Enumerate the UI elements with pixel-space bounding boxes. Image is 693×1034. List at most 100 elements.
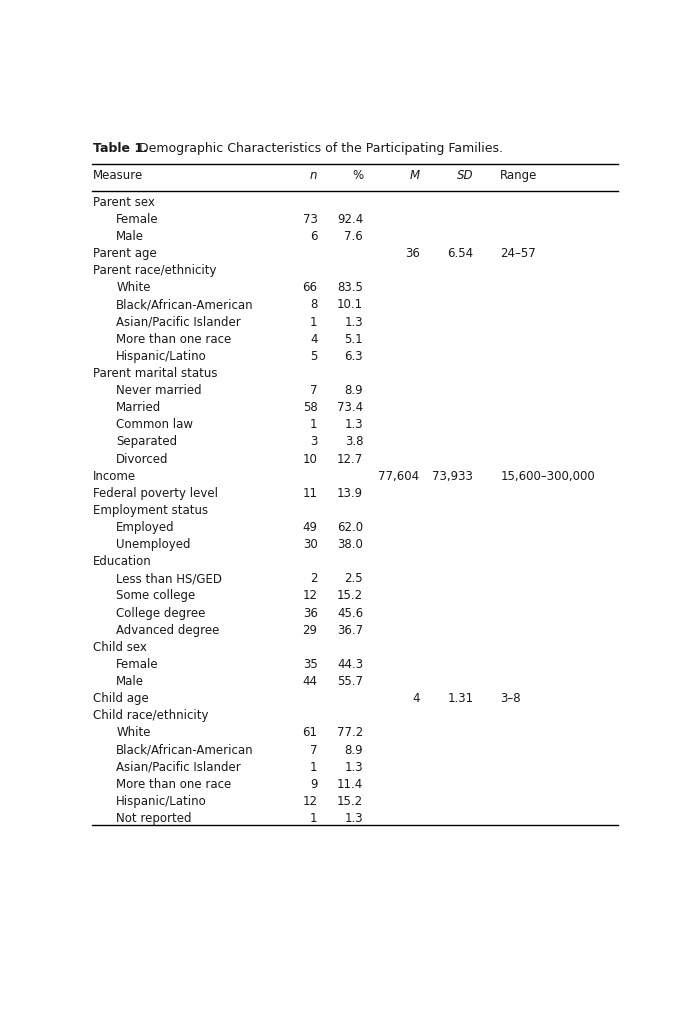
Text: Unemployed: Unemployed: [116, 538, 191, 551]
Text: 36: 36: [303, 607, 317, 619]
Text: Asian/Pacific Islander: Asian/Pacific Islander: [116, 315, 241, 329]
Text: 55.7: 55.7: [337, 675, 363, 688]
Text: 61: 61: [303, 727, 317, 739]
Text: 77.2: 77.2: [337, 727, 363, 739]
Text: Male: Male: [116, 675, 144, 688]
Text: Divorced: Divorced: [116, 453, 168, 465]
Text: 12: 12: [303, 589, 317, 603]
Text: Asian/Pacific Islander: Asian/Pacific Islander: [116, 761, 241, 773]
Text: Table 1.: Table 1.: [93, 142, 148, 155]
Text: 77,604: 77,604: [378, 469, 420, 483]
Text: Hispanic/Latino: Hispanic/Latino: [116, 795, 207, 808]
Text: 2.5: 2.5: [344, 573, 363, 585]
Text: Child age: Child age: [93, 692, 149, 705]
Text: 36.7: 36.7: [337, 624, 363, 637]
Text: 4: 4: [310, 333, 317, 345]
Text: Black/African-American: Black/African-American: [116, 299, 254, 311]
Text: Federal poverty level: Federal poverty level: [93, 487, 218, 499]
Text: 1: 1: [310, 812, 317, 825]
Text: 92.4: 92.4: [337, 213, 363, 225]
Text: 11: 11: [303, 487, 317, 499]
Text: 66: 66: [303, 281, 317, 295]
Text: 12: 12: [303, 795, 317, 808]
Text: Some college: Some college: [116, 589, 195, 603]
Text: 5.1: 5.1: [344, 333, 363, 345]
Text: 3: 3: [310, 435, 317, 449]
Text: 15.2: 15.2: [337, 589, 363, 603]
Text: Child race/ethnicity: Child race/ethnicity: [93, 709, 209, 723]
Text: 2: 2: [310, 573, 317, 585]
Text: 3.8: 3.8: [344, 435, 363, 449]
Text: White: White: [116, 281, 150, 295]
Text: Common law: Common law: [116, 419, 193, 431]
Text: n: n: [310, 169, 317, 182]
Text: Never married: Never married: [116, 384, 202, 397]
Text: 29: 29: [303, 624, 317, 637]
Text: Employment status: Employment status: [93, 504, 208, 517]
Text: 1: 1: [310, 315, 317, 329]
Text: 58: 58: [303, 401, 317, 415]
Text: SD: SD: [457, 169, 473, 182]
Text: 1: 1: [310, 761, 317, 773]
Text: 73,933: 73,933: [432, 469, 473, 483]
Text: More than one race: More than one race: [116, 333, 231, 345]
Text: Advanced degree: Advanced degree: [116, 624, 220, 637]
Text: Parent sex: Parent sex: [93, 195, 155, 209]
Text: Married: Married: [116, 401, 161, 415]
Text: %: %: [352, 169, 363, 182]
Text: 1.3: 1.3: [344, 315, 363, 329]
Text: Income: Income: [93, 469, 137, 483]
Text: 8.9: 8.9: [344, 743, 363, 757]
Text: Hispanic/Latino: Hispanic/Latino: [116, 349, 207, 363]
Text: Less than HS/GED: Less than HS/GED: [116, 573, 222, 585]
Text: Demographic Characteristics of the Participating Families.: Demographic Characteristics of the Parti…: [131, 142, 502, 155]
Text: 49: 49: [303, 521, 317, 534]
Text: 9: 9: [310, 778, 317, 791]
Text: Range: Range: [500, 169, 538, 182]
Text: 8: 8: [310, 299, 317, 311]
Text: Parent age: Parent age: [93, 247, 157, 261]
Text: 7.6: 7.6: [344, 230, 363, 243]
Text: 36: 36: [405, 247, 420, 261]
Text: More than one race: More than one race: [116, 778, 231, 791]
Text: 6: 6: [310, 230, 317, 243]
Text: Separated: Separated: [116, 435, 177, 449]
Text: 1.3: 1.3: [344, 761, 363, 773]
Text: 45.6: 45.6: [337, 607, 363, 619]
Text: Employed: Employed: [116, 521, 175, 534]
Text: Parent race/ethnicity: Parent race/ethnicity: [93, 265, 217, 277]
Text: 30: 30: [303, 538, 317, 551]
Text: 62.0: 62.0: [337, 521, 363, 534]
Text: 10: 10: [303, 453, 317, 465]
Text: 73.4: 73.4: [337, 401, 363, 415]
Text: 4: 4: [412, 692, 420, 705]
Text: College degree: College degree: [116, 607, 206, 619]
Text: M: M: [410, 169, 420, 182]
Text: 83.5: 83.5: [337, 281, 363, 295]
Text: 44.3: 44.3: [337, 658, 363, 671]
Text: Not reported: Not reported: [116, 812, 192, 825]
Text: 8.9: 8.9: [344, 384, 363, 397]
Text: 13.9: 13.9: [337, 487, 363, 499]
Text: 7: 7: [310, 384, 317, 397]
Text: 6.3: 6.3: [344, 349, 363, 363]
Text: 5: 5: [310, 349, 317, 363]
Text: White: White: [116, 727, 150, 739]
Text: 11.4: 11.4: [337, 778, 363, 791]
Text: 7: 7: [310, 743, 317, 757]
Text: 38.0: 38.0: [337, 538, 363, 551]
Text: 35: 35: [303, 658, 317, 671]
Text: 1.3: 1.3: [344, 419, 363, 431]
Text: Female: Female: [116, 658, 159, 671]
Text: 73: 73: [303, 213, 317, 225]
Text: Child sex: Child sex: [93, 641, 147, 653]
Text: Male: Male: [116, 230, 144, 243]
Text: 6.54: 6.54: [447, 247, 473, 261]
Text: 1.3: 1.3: [344, 812, 363, 825]
Text: Education: Education: [93, 555, 152, 569]
Text: 1.31: 1.31: [447, 692, 473, 705]
Text: 12.7: 12.7: [337, 453, 363, 465]
Text: 3–8: 3–8: [500, 692, 521, 705]
Text: 24–57: 24–57: [500, 247, 536, 261]
Text: Black/African-American: Black/African-American: [116, 743, 254, 757]
